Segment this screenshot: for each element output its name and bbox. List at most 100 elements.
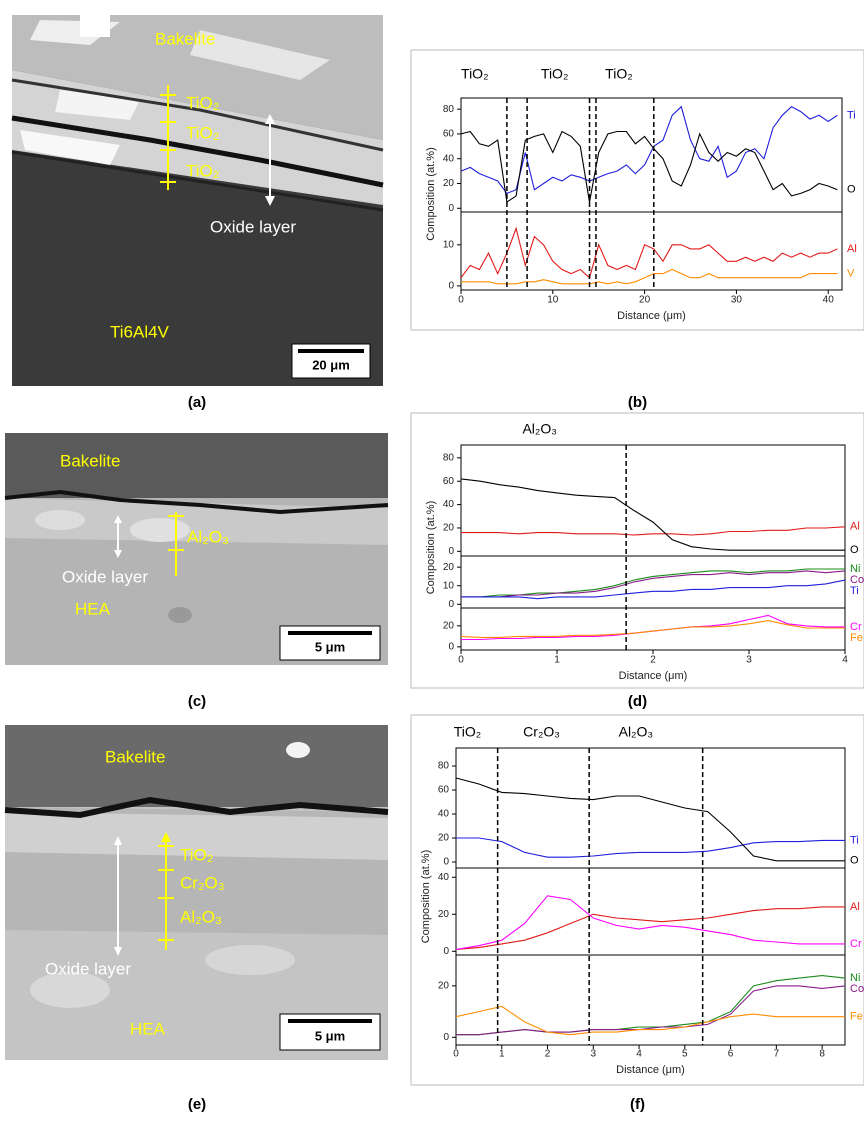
y-tick-label: 20 — [443, 523, 455, 534]
subplot-frame — [460, 607, 846, 651]
panel-label: (e) — [188, 1096, 206, 1113]
y-tick-label: 20 — [438, 980, 450, 991]
x-tick-label: 8 — [819, 1049, 825, 1060]
chart-frame — [410, 412, 864, 689]
series-label: V — [847, 267, 855, 279]
y-tick-label: 80 — [443, 104, 455, 115]
crack — [4, 796, 389, 819]
y-tick-label: 20 — [443, 178, 455, 189]
phase-annotation: Al₂O₃ — [619, 724, 653, 740]
y-tick-label: 40 — [438, 872, 450, 883]
y-tick-label: 10 — [443, 239, 455, 250]
y-tick-label: 60 — [443, 476, 455, 487]
x-tick-label: 7 — [774, 1049, 780, 1060]
label: Oxide layer — [45, 959, 131, 978]
x-tick-label: 0 — [453, 1049, 459, 1060]
subplot-frame — [460, 211, 843, 291]
y-tick-label: 10 — [443, 580, 455, 591]
panel-label: (b) — [628, 394, 647, 411]
crack — [11, 78, 384, 152]
phase-label: Al₂O₃ — [187, 527, 229, 546]
series-line — [460, 226, 838, 279]
series-line — [455, 906, 845, 950]
x-tick-label: 3 — [591, 1049, 597, 1060]
panel-label: (d) — [628, 693, 647, 710]
phase-label: TiO₂ — [186, 93, 219, 112]
y-tick-label: 20 — [443, 562, 455, 573]
series-line — [456, 985, 846, 1036]
series-label: Cr — [850, 938, 862, 950]
phase-label: TiO₂ — [186, 123, 219, 142]
subplot-frame — [460, 97, 843, 213]
series-label: O — [847, 184, 856, 196]
y-tick-label: 0 — [443, 1032, 449, 1043]
series-line — [460, 130, 838, 204]
x-tick-label: 3 — [746, 655, 752, 666]
texture — [80, 15, 110, 37]
micrograph-c: Bakelite Al₂O₃ Oxide layer HEA 5 μm — [4, 433, 389, 665]
y-tick-label: 0 — [443, 946, 449, 957]
phase-annotation: Al₂O₃ — [522, 421, 556, 437]
y-tick-label: 40 — [438, 809, 450, 820]
y-tick-label: 0 — [443, 857, 449, 868]
x-tick-label: 6 — [728, 1049, 734, 1060]
arrow-head — [265, 114, 275, 124]
y-tick-label: 20 — [438, 909, 450, 920]
series-line — [456, 975, 846, 1036]
series-line — [461, 579, 846, 600]
arrow-head — [114, 947, 122, 956]
y-axis-label: Composition (at.%) — [420, 850, 432, 944]
x-tick-label: 30 — [731, 295, 743, 306]
x-tick-label: 0 — [458, 295, 464, 306]
x-tick-label: 10 — [547, 295, 559, 306]
x-tick-label: 2 — [650, 655, 656, 666]
series-line — [461, 568, 845, 598]
x-tick-label: 40 — [823, 295, 835, 306]
texture — [168, 607, 192, 623]
y-tick-label: 0 — [448, 546, 454, 557]
series-line — [460, 620, 845, 638]
phase-annotation: TiO₂ — [454, 724, 481, 740]
series-label: Cr — [850, 621, 862, 633]
phase-label: TiO₂ — [186, 161, 219, 180]
series-line — [455, 1005, 845, 1036]
label: Ti6Al4V — [110, 322, 170, 341]
oxide-sublayer — [5, 812, 388, 860]
phase-label: TiO₂ — [180, 845, 213, 864]
series-label: Al — [850, 521, 860, 533]
texture — [20, 130, 120, 165]
texture — [190, 30, 330, 80]
series-label: Ti — [850, 834, 859, 846]
label: Bakelite — [155, 29, 215, 48]
series-label: Ti — [850, 585, 859, 597]
texture — [286, 742, 310, 758]
y-tick-label: 20 — [438, 833, 450, 844]
x-tick-label: 0 — [458, 655, 464, 666]
series-line — [455, 895, 845, 950]
micrograph-e: Bakelite TiO₂ Cr₂O₃ Al₂O₃ Oxide layer HE… — [4, 725, 389, 1060]
y-tick-label: 0 — [448, 281, 454, 292]
arrow-head — [114, 515, 122, 523]
label: Bakelite — [105, 747, 165, 766]
phase-annotation: TiO₂ — [461, 66, 488, 82]
series-label: Al — [850, 901, 860, 913]
texture — [130, 518, 190, 542]
subplot-frame — [460, 444, 846, 557]
arrow-head — [114, 836, 122, 845]
subplot-frame — [455, 954, 846, 1046]
micrograph-a: Bakelite TiO₂ TiO₂ TiO₂ Oxide layer Ti6A… — [11, 15, 384, 386]
x-axis-label: Distance (μm) — [619, 670, 688, 682]
subplot-frame — [460, 555, 846, 609]
chart-frame — [410, 49, 864, 331]
arrow-head — [265, 196, 275, 206]
phase-annotation: TiO₂ — [541, 66, 568, 82]
phase-annotation: TiO₂ — [605, 66, 632, 82]
y-axis-label: Composition (at.%) — [425, 147, 437, 241]
arrow-head — [114, 550, 122, 558]
interface — [11, 150, 384, 212]
label: HEA — [130, 1019, 166, 1038]
series-label: Al — [847, 243, 857, 255]
y-tick-label: 0 — [448, 599, 454, 610]
y-tick-label: 40 — [443, 499, 455, 510]
